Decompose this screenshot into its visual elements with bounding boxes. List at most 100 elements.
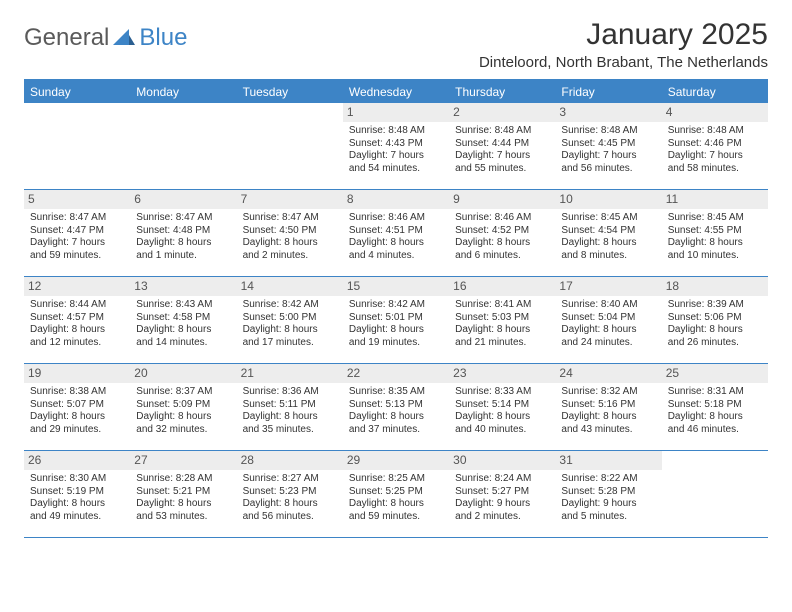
day-number: 4 <box>662 103 768 122</box>
sunset-text: Sunset: 5:04 PM <box>561 312 655 325</box>
day-of-week-cell: Sunday <box>24 81 130 103</box>
daylight-text: Daylight: 7 hours and 59 minutes. <box>30 237 124 262</box>
daylight-text: Daylight: 8 hours and 37 minutes. <box>349 411 443 436</box>
logo-text-blue: Blue <box>139 24 187 52</box>
day-cell: 8Sunrise: 8:46 AMSunset: 4:51 PMDaylight… <box>343 190 449 276</box>
day-number: 12 <box>24 277 130 296</box>
sunrise-text: Sunrise: 8:24 AM <box>455 473 549 486</box>
day-cell: 4Sunrise: 8:48 AMSunset: 4:46 PMDaylight… <box>662 103 768 189</box>
sunrise-text: Sunrise: 8:47 AM <box>243 212 337 225</box>
day-number: 28 <box>237 451 343 470</box>
day-of-week-cell: Tuesday <box>237 81 343 103</box>
sunrise-text: Sunrise: 8:38 AM <box>30 386 124 399</box>
daylight-text: Daylight: 8 hours and 14 minutes. <box>136 324 230 349</box>
sunset-text: Sunset: 5:03 PM <box>455 312 549 325</box>
sunrise-text: Sunrise: 8:42 AM <box>243 299 337 312</box>
title-block: January 2025 Dinteloord, North Brabant, … <box>479 18 768 71</box>
day-cell: 17Sunrise: 8:40 AMSunset: 5:04 PMDayligh… <box>555 277 661 363</box>
sunset-text: Sunset: 5:07 PM <box>30 399 124 412</box>
day-cell <box>662 451 768 537</box>
day-number: 10 <box>555 190 661 209</box>
day-number: 30 <box>449 451 555 470</box>
sunset-text: Sunset: 5:11 PM <box>243 399 337 412</box>
sunset-text: Sunset: 5:06 PM <box>668 312 762 325</box>
sunset-text: Sunset: 5:18 PM <box>668 399 762 412</box>
day-cell: 2Sunrise: 8:48 AMSunset: 4:44 PMDaylight… <box>449 103 555 189</box>
day-number: 31 <box>555 451 661 470</box>
sunset-text: Sunset: 4:45 PM <box>561 138 655 151</box>
day-number: 16 <box>449 277 555 296</box>
daylight-text: Daylight: 7 hours and 56 minutes. <box>561 150 655 175</box>
sunrise-text: Sunrise: 8:44 AM <box>30 299 124 312</box>
sunset-text: Sunset: 5:14 PM <box>455 399 549 412</box>
daylight-text: Daylight: 8 hours and 32 minutes. <box>136 411 230 436</box>
sunset-text: Sunset: 5:28 PM <box>561 486 655 499</box>
header: General Blue January 2025 Dinteloord, No… <box>24 18 768 71</box>
day-number: 14 <box>237 277 343 296</box>
page-title: January 2025 <box>479 18 768 52</box>
day-cell <box>24 103 130 189</box>
day-cell: 15Sunrise: 8:42 AMSunset: 5:01 PMDayligh… <box>343 277 449 363</box>
day-number: 13 <box>130 277 236 296</box>
daylight-text: Daylight: 8 hours and 29 minutes. <box>30 411 124 436</box>
daylight-text: Daylight: 8 hours and 19 minutes. <box>349 324 443 349</box>
day-cell: 22 Sunrise: 8:35 AMSunset: 5:13 PMDayligh… <box>343 364 449 450</box>
day-number: 24 <box>555 364 661 383</box>
sunrise-text: Sunrise: 8:39 AM <box>668 299 762 312</box>
week-row: 1Sunrise: 8:48 AMSunset: 4:43 PMDaylight… <box>24 103 768 190</box>
day-cell <box>237 103 343 189</box>
day-number: 19 <box>24 364 130 383</box>
day-cell: 12Sunrise: 8:44 AMSunset: 4:57 PMDayligh… <box>24 277 130 363</box>
daylight-text: Daylight: 8 hours and 10 minutes. <box>668 237 762 262</box>
day-number: 1 <box>343 103 449 122</box>
logo-text-general: General <box>24 24 109 52</box>
sunset-text: Sunset: 5:16 PM <box>561 399 655 412</box>
logo: General Blue <box>24 24 187 52</box>
day-number: 22 <box>343 364 449 383</box>
week-row: 12Sunrise: 8:44 AMSunset: 4:57 PMDayligh… <box>24 277 768 364</box>
sunrise-text: Sunrise: 8:45 AM <box>561 212 655 225</box>
day-of-week-cell: Friday <box>555 81 661 103</box>
day-number: 7 <box>237 190 343 209</box>
sunrise-text: Sunrise: 8:43 AM <box>136 299 230 312</box>
sunset-text: Sunset: 5:09 PM <box>136 399 230 412</box>
sunset-text: Sunset: 4:46 PM <box>668 138 762 151</box>
day-cell: 27Sunrise: 8:28 AMSunset: 5:21 PMDayligh… <box>130 451 236 537</box>
daylight-text: Daylight: 8 hours and 24 minutes. <box>561 324 655 349</box>
location: Dinteloord, North Brabant, The Netherlan… <box>479 54 768 71</box>
sunset-text: Sunset: 5:19 PM <box>30 486 124 499</box>
day-cell: 21Sunrise: 8:36 AMSunset: 5:11 PMDayligh… <box>237 364 343 450</box>
sunset-text: Sunset: 5:13 PM <box>349 399 443 412</box>
day-cell: 29Sunrise: 8:25 AMSunset: 5:25 PMDayligh… <box>343 451 449 537</box>
day-cell: 24Sunrise: 8:32 AMSunset: 5:16 PMDayligh… <box>555 364 661 450</box>
day-cell: 31Sunrise: 8:22 AMSunset: 5:28 PMDayligh… <box>555 451 661 537</box>
daylight-text: Daylight: 8 hours and 40 minutes. <box>455 411 549 436</box>
sunset-text: Sunset: 5:01 PM <box>349 312 443 325</box>
daylight-text: Daylight: 8 hours and 49 minutes. <box>30 498 124 523</box>
sunset-text: Sunset: 4:52 PM <box>455 225 549 238</box>
sunrise-text: Sunrise: 8:47 AM <box>30 212 124 225</box>
day-number: 27 <box>130 451 236 470</box>
sunset-text: Sunset: 4:58 PM <box>136 312 230 325</box>
sunrise-text: Sunrise: 8:47 AM <box>136 212 230 225</box>
day-number: 17 <box>555 277 661 296</box>
week-row: 5Sunrise: 8:47 AMSunset: 4:47 PMDaylight… <box>24 190 768 277</box>
sunrise-text: Sunrise: 8:48 AM <box>668 125 762 138</box>
daylight-text: Daylight: 8 hours and 1 minute. <box>136 237 230 262</box>
daylight-text: Daylight: 8 hours and 26 minutes. <box>668 324 762 349</box>
sunset-text: Sunset: 4:43 PM <box>349 138 443 151</box>
day-cell: 25Sunrise: 8:31 AMSunset: 5:18 PMDayligh… <box>662 364 768 450</box>
daylight-text: Daylight: 9 hours and 5 minutes. <box>561 498 655 523</box>
day-cell: 10Sunrise: 8:45 AMSunset: 4:54 PMDayligh… <box>555 190 661 276</box>
sunrise-text: Sunrise: 8:31 AM <box>668 386 762 399</box>
day-cell: 26Sunrise: 8:30 AMSunset: 5:19 PMDayligh… <box>24 451 130 537</box>
daylight-text: Daylight: 8 hours and 17 minutes. <box>243 324 337 349</box>
daylight-text: Daylight: 8 hours and 21 minutes. <box>455 324 549 349</box>
day-of-week-cell: Monday <box>130 81 236 103</box>
sunrise-text: Sunrise: 8:35 AM <box>349 386 443 399</box>
day-number: 21 <box>237 364 343 383</box>
sunrise-text: Sunrise: 8:45 AM <box>668 212 762 225</box>
sunrise-text: Sunrise: 8:48 AM <box>349 125 443 138</box>
day-number: 15 <box>343 277 449 296</box>
day-cell: 23Sunrise: 8:33 AMSunset: 5:14 PMDayligh… <box>449 364 555 450</box>
